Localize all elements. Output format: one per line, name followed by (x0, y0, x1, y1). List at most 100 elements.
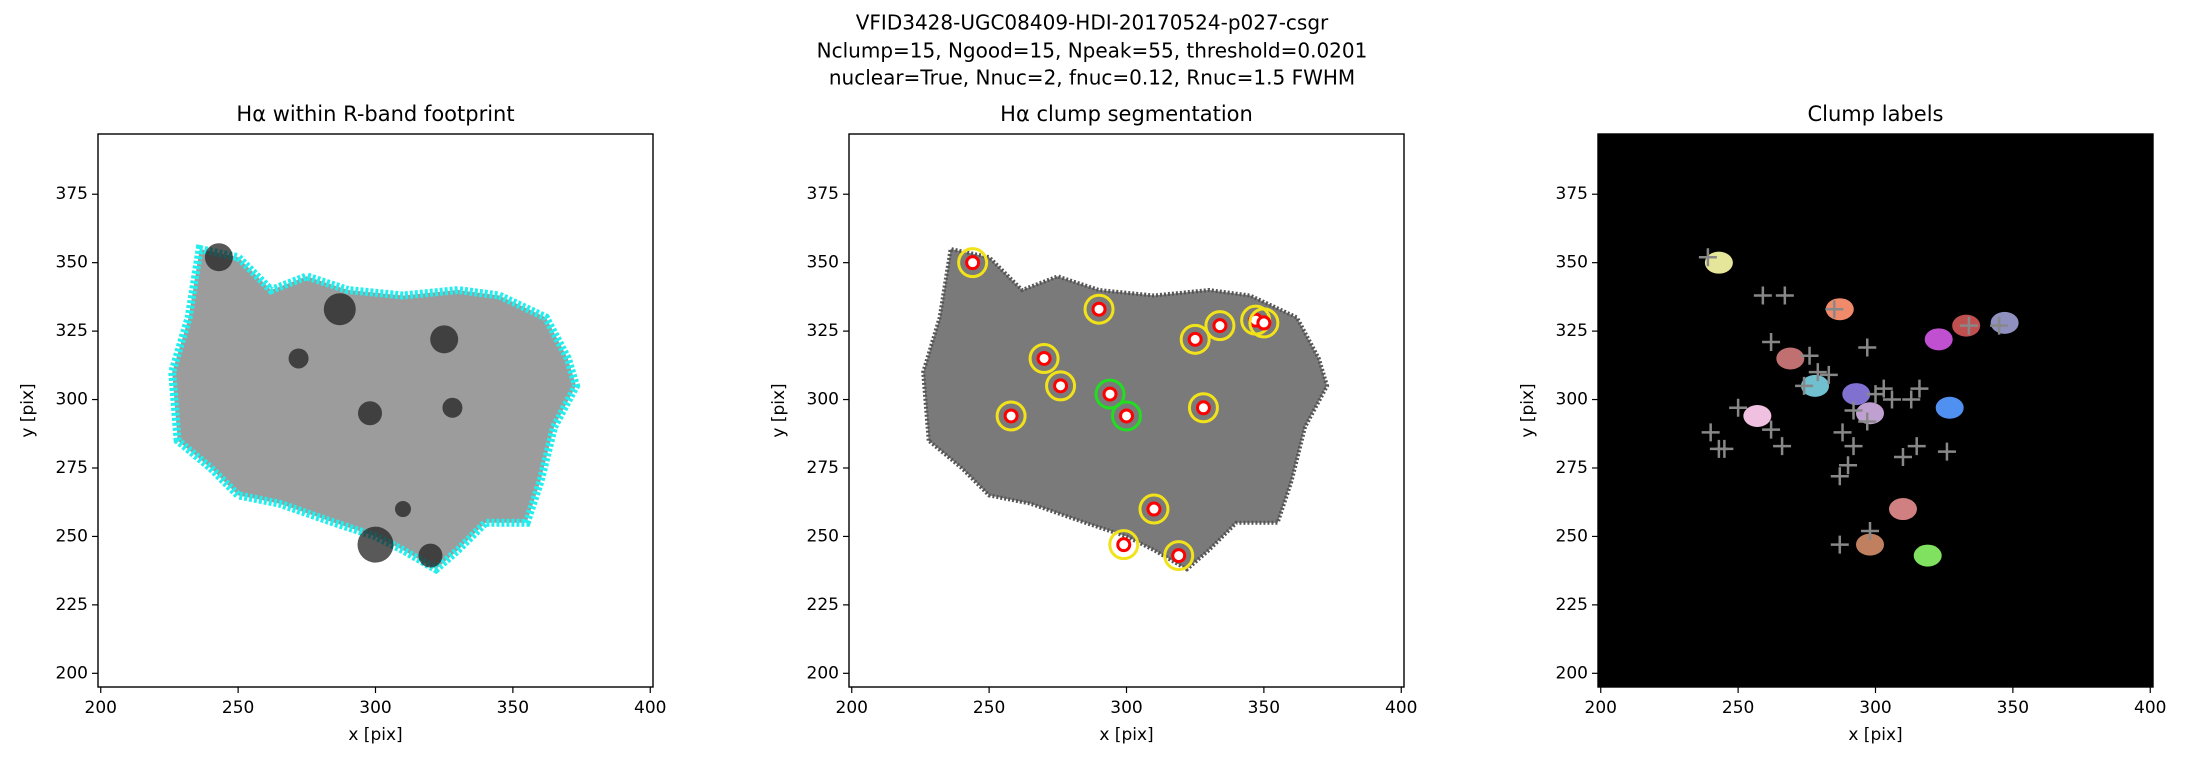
x-tick-label: 250 (973, 698, 1005, 718)
bright-spot (358, 401, 383, 426)
clump-contour (1163, 540, 1195, 572)
y-tick-label: 350 (56, 253, 88, 273)
x-tick-label: 350 (497, 698, 529, 718)
clump-contour (1108, 529, 1140, 561)
clump-contour (1045, 370, 1077, 402)
peak-marker (1858, 338, 1877, 357)
y-tick-label: 250 (807, 526, 839, 546)
bright-spot (323, 293, 356, 326)
y-tick-label: 250 (1556, 526, 1588, 546)
bright-spot (357, 526, 394, 563)
peak-marker (1773, 437, 1792, 456)
peak-marker (1800, 346, 1819, 365)
peak-marker (1729, 398, 1748, 417)
peak-marker (1833, 423, 1852, 442)
peak-marker (1753, 286, 1772, 305)
peak-marker (1866, 385, 1885, 404)
clump-contour (1179, 323, 1211, 355)
y-tick-label: 275 (807, 458, 839, 478)
clump-center (1003, 408, 1019, 424)
x-axis-label: x [pix] (1099, 725, 1153, 745)
panel: 200 250 300 350 400 200 225 250 275 300 325 350 375 H… (769, 102, 1417, 745)
clump-center (1195, 400, 1211, 416)
clump-contour (957, 247, 989, 279)
y-tick-label: 200 (807, 663, 839, 683)
peak-marker (1715, 439, 1734, 458)
y-tick-label: 275 (56, 458, 88, 478)
clump-center (1256, 315, 1272, 331)
panel-title: Hα within R-band footprint (236, 102, 514, 126)
clump-center (1171, 548, 1187, 564)
suptitle-line: VFID3428-UGC08409-HDI-20170524-p027-csgr (856, 11, 1329, 35)
peak-marker (1959, 316, 1978, 335)
peak-marker (1762, 333, 1781, 352)
y-tick-label: 200 (1556, 663, 1588, 683)
bright-spot (430, 325, 459, 354)
y-tick-label: 350 (807, 253, 839, 273)
peak-marker (1858, 412, 1877, 431)
panel: 200 250 300 350 400 200 225 250 275 300 325 350 375 C… (1518, 102, 2166, 745)
x-axis-label: x [pix] (348, 725, 402, 745)
clump-center (1116, 537, 1132, 553)
clump-contour (1138, 493, 1170, 525)
clump-center (1102, 386, 1118, 402)
clump-label (1842, 383, 1871, 406)
panel-title: Hα clump segmentation (1000, 102, 1253, 126)
suptitle-line: nuclear=True, Nnuc=2, fnuc=0.12, Rnuc=1.… (829, 66, 1355, 90)
clump-contour (1028, 342, 1060, 374)
clump-center (1119, 408, 1134, 424)
peak-marker (1844, 437, 1863, 456)
suptitle-line: Nclump=15, Ngood=15, Npeak=55, threshold… (817, 39, 1368, 63)
bright-spot (204, 243, 233, 272)
peak-marker (1701, 423, 1720, 442)
y-tick-label: 375 (807, 184, 839, 204)
y-tick-label: 325 (807, 321, 839, 341)
bright-spot (288, 348, 309, 369)
clump-contour (1187, 392, 1219, 424)
y-tick-label: 225 (56, 595, 88, 615)
clump-contour (995, 400, 1027, 432)
clump-label (1888, 498, 1917, 521)
peak-marker (1893, 448, 1912, 467)
clump-label (1924, 328, 1953, 351)
peak-marker (1861, 521, 1880, 540)
peak-marker (1830, 535, 1849, 554)
bright-spot (442, 397, 463, 418)
peak-marker (1808, 363, 1827, 382)
x-tick-label: 400 (2134, 698, 2166, 718)
x-tick-label: 250 (222, 698, 254, 718)
y-tick-label: 200 (56, 663, 88, 683)
peak-marker (1830, 467, 1849, 486)
x-tick-label: 300 (359, 698, 391, 718)
clump-contour (1083, 293, 1115, 325)
peak-marker (1819, 365, 1838, 384)
x-tick-label: 200 (1585, 698, 1617, 718)
y-tick-label: 300 (56, 390, 88, 410)
y-tick-label: 275 (1556, 458, 1588, 478)
clump-label (1935, 396, 1964, 419)
x-tick-label: 300 (1859, 698, 1891, 718)
peak-marker (1907, 437, 1926, 456)
clump-center (1187, 331, 1203, 347)
y-tick-label: 300 (1556, 390, 1588, 410)
peak-marker (1762, 420, 1781, 439)
x-tick-label: 400 (1385, 698, 1417, 718)
x-tick-label: 400 (634, 698, 666, 718)
panel: 200 250 300 350 400 200 225 250 275 300 325 350 375 H… (18, 102, 666, 745)
peak-marker (1990, 316, 2009, 335)
clump-label (1971, 355, 2000, 378)
x-axis-label: x [pix] (1848, 725, 1902, 745)
y-tick-label: 225 (1556, 595, 1588, 615)
y-tick-label: 225 (807, 595, 839, 615)
y-tick-label: 325 (1556, 321, 1588, 341)
y-tick-label: 300 (807, 390, 839, 410)
panel-title: Clump labels (1808, 102, 1944, 126)
peak-marker (1825, 300, 1844, 319)
clump-contour (1094, 378, 1126, 410)
clump-label (1743, 404, 1772, 427)
clump-center (1053, 378, 1069, 394)
clump-center (1212, 318, 1228, 334)
peak-marker (1902, 390, 1921, 409)
y-tick-label: 350 (1556, 253, 1588, 273)
